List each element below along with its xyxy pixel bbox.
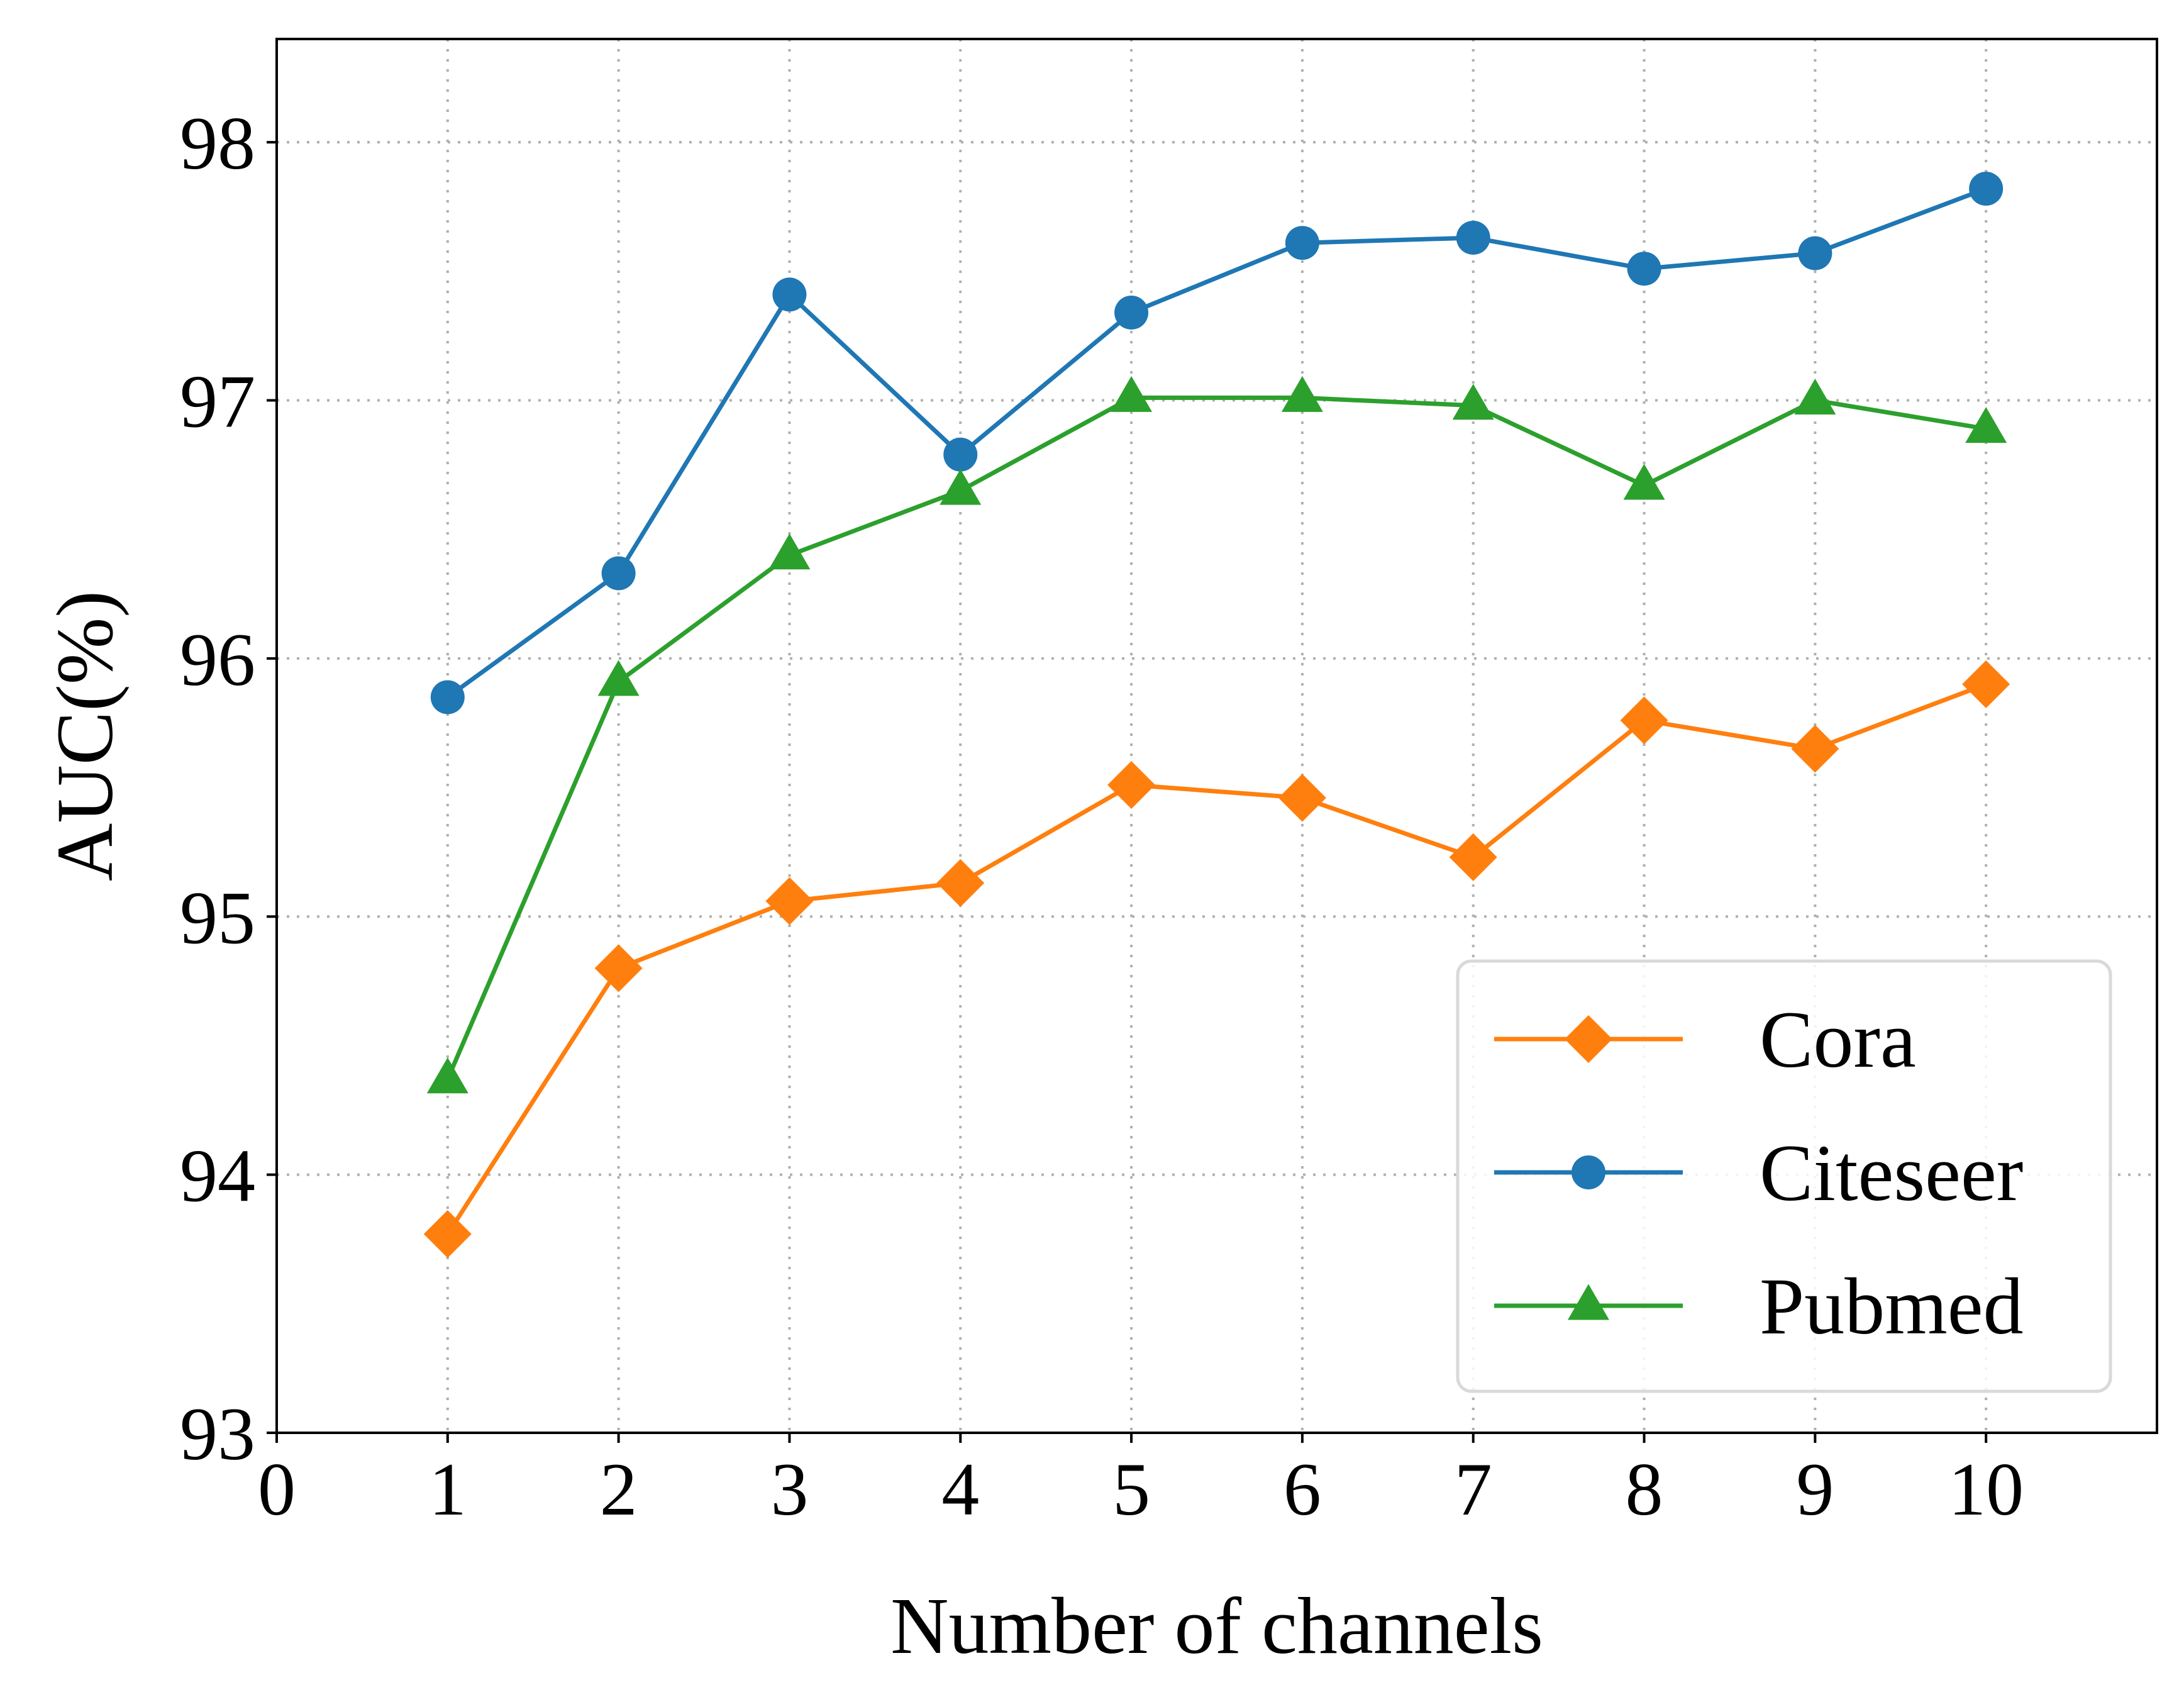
x-tick-label: 3 [770,1447,808,1531]
series-line [445,395,1988,1082]
data-point [1281,375,1323,412]
y-tick-label: 94 [180,1134,255,1218]
series-citeseer [430,172,2004,715]
data-point [1965,407,2007,443]
data-point [1969,172,2004,206]
data-point [1627,252,1661,286]
y-tick-label: 97 [180,360,255,443]
legend-label: Pubmed [1760,1262,2024,1351]
data-point [940,469,982,505]
data-point [1791,725,1839,773]
x-tick-label: 2 [600,1447,638,1531]
series-pubmed [426,375,2007,1094]
x-tick-label: 0 [258,1447,296,1531]
data-point [1107,760,1156,809]
legend-item-pubmed: Pubmed [1494,1262,2024,1351]
legend: Cora Citeseer Pubmed [1456,959,2112,1393]
data-point [601,556,636,591]
x-tick-label: 1 [429,1447,467,1531]
tick-layer: 0 1 2 3 4 5 6 7 8 9 10 93 94 95 96 97 98 [180,101,2024,1531]
data-point [1620,696,1668,745]
y-tick-label: 96 [180,618,255,701]
data-point [765,877,814,925]
data-point [426,1057,468,1094]
x-tick-label: 6 [1283,1447,1321,1531]
x-tick-label: 5 [1112,1447,1150,1531]
data-point [943,437,978,472]
data-point [1278,774,1326,822]
data-point [1962,660,2010,708]
data-point [423,1210,472,1259]
x-tick-label: 7 [1455,1447,1492,1531]
data-point [936,859,985,907]
legend-item-cora: Cora [1494,995,1916,1084]
series-layer [423,172,2010,1259]
data-point [1798,236,1832,270]
data-point [768,533,811,570]
plot-frame [275,38,2158,1434]
y-tick-label: 98 [180,101,255,185]
legend-item-citeseer: Citeseer [1494,1128,2023,1218]
legend-box [1456,959,2112,1393]
data-point [597,660,640,696]
x-tick-label: 9 [1796,1447,1834,1531]
legend-label: Cora [1760,995,1916,1084]
data-point [594,944,643,993]
data-point [430,680,465,715]
data-point [1794,379,1836,415]
legend-marker [1571,1155,1605,1189]
series-line [445,682,1988,1237]
legend-marker [1565,1015,1612,1063]
x-tick-label: 8 [1626,1447,1663,1531]
data-point [1111,375,1153,412]
y-tick-label: 93 [180,1392,255,1476]
series-cora [423,660,2010,1259]
legend-label: Citeseer [1760,1128,2023,1218]
data-point [1456,220,1490,255]
legend-marker [1568,1284,1609,1320]
x-axis-title: Number of channels [890,1581,1543,1671]
data-point [1623,464,1665,500]
data-point [1285,226,1319,260]
data-point [1449,833,1497,881]
x-tick-label: 4 [941,1447,979,1531]
data-point [772,277,807,312]
data-point [1452,384,1494,420]
series-line [445,186,1988,699]
y-axis-title: AUC(%) [40,591,130,881]
x-tick-label: 10 [1948,1447,2024,1531]
data-point [1114,295,1149,330]
y-tick-label: 95 [180,876,255,959]
